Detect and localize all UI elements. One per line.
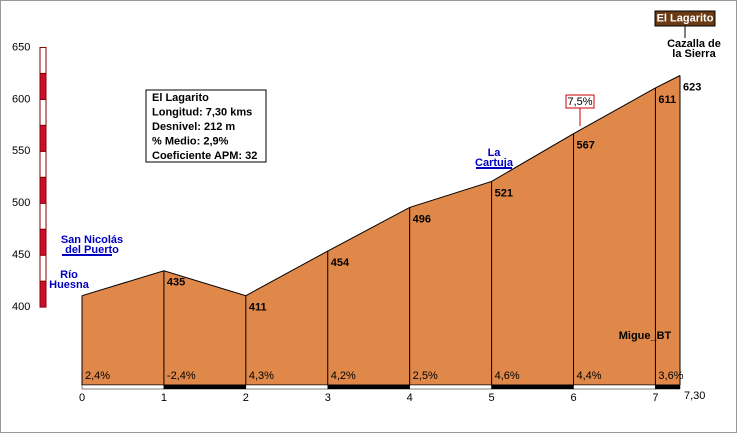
elevation-label: 521	[495, 187, 513, 199]
x-tick-label: 2	[243, 392, 249, 404]
scale-block	[39, 202, 47, 230]
grade-bar	[163, 384, 247, 390]
x-tick-label: 4	[407, 392, 413, 404]
info-line: El Lagarito	[152, 92, 209, 104]
y-tick-label: 450	[12, 249, 30, 261]
scale-block	[39, 150, 47, 178]
end-tag: El Lagarito	[657, 12, 714, 24]
scale-block	[39, 72, 47, 100]
place-label: Río Huesna	[49, 269, 90, 291]
scale-block	[39, 280, 47, 308]
author: Migue_BT	[619, 330, 672, 342]
elevation-label: 611	[658, 94, 676, 106]
grade-label: 4,3%	[249, 370, 274, 382]
grade-label: 4,4%	[577, 370, 602, 382]
grade-bar	[409, 384, 492, 390]
grade-bar	[81, 384, 165, 390]
scale-block	[39, 176, 47, 204]
place-label: San Nicolás del Puerto	[61, 234, 123, 256]
x-tick-label: 7,30	[684, 390, 705, 402]
grade-label: 4,2%	[331, 370, 356, 382]
grade-label: -2,4%	[167, 370, 196, 382]
info-line: Coeficiente APM: 32	[152, 150, 257, 162]
place-label: La Cartuja	[475, 147, 514, 169]
info-line: Longitud: 7,30 kms	[152, 106, 252, 118]
x-tick-label: 1	[161, 392, 167, 404]
grade-label: 4,6%	[495, 370, 520, 382]
grade-bar	[573, 384, 656, 390]
x-tick-label: 3	[325, 392, 331, 404]
elevation-label: 454	[331, 257, 350, 269]
elevation-label: 411	[249, 302, 267, 314]
elevation-label: 567	[577, 140, 595, 152]
info-box	[145, 89, 267, 163]
y-tick-label: 400	[12, 301, 30, 313]
y-tick-label: 600	[12, 93, 30, 105]
y-tick-label: 500	[12, 197, 30, 209]
elevation-label: 435	[167, 277, 185, 289]
grade-label: 3,6%	[658, 370, 683, 382]
max-grade-label: 7,5%	[567, 96, 592, 108]
info-line: % Medio: 2,9%	[152, 135, 229, 147]
elevation-label: 496	[413, 213, 431, 225]
grade-bar	[245, 384, 329, 390]
grade-bar	[491, 384, 574, 390]
scale-block	[39, 46, 47, 74]
info-line: Desnivel: 212 m	[152, 121, 235, 133]
place-label: Cazalla de la Sierra	[667, 38, 721, 60]
x-tick-label: 5	[489, 392, 495, 404]
y-tick-label: 650	[12, 41, 30, 53]
grade-label: 2,4%	[85, 370, 110, 382]
area	[82, 75, 680, 385]
scale-block	[39, 228, 47, 256]
elevation-label: 623	[683, 81, 701, 93]
x-tick-label: 7	[652, 392, 658, 404]
grade-label: 2,5%	[413, 370, 438, 382]
x-tick-label: 6	[570, 392, 576, 404]
grade-bar	[655, 384, 681, 390]
grade-bar	[327, 384, 410, 390]
scale-block	[39, 98, 47, 126]
x-tick-label: 0	[79, 392, 85, 404]
scale-block	[39, 124, 47, 152]
scale-block	[39, 254, 47, 282]
y-tick-label: 550	[12, 145, 30, 157]
